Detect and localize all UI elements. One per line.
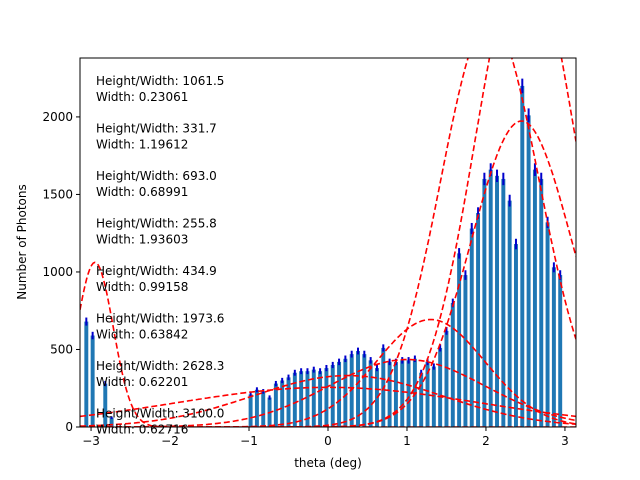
y-axis-ticks: 0 500 1000 1500 2000 (42, 110, 80, 434)
histogram-bar (292, 372, 297, 427)
histogram-bar (482, 178, 487, 427)
x-tick-label: 2 (482, 434, 490, 448)
histogram-bar (406, 360, 411, 427)
histogram-bar (324, 368, 329, 427)
histogram-bar (349, 354, 354, 427)
histogram-bar (520, 85, 525, 427)
histogram-bar (526, 115, 531, 427)
histogram-bar (103, 383, 108, 427)
histogram-bar (501, 178, 506, 427)
histogram-bar (305, 371, 310, 427)
histogram-bar (330, 364, 335, 427)
annotation-height-width: Height/Width: 331.7 (96, 122, 217, 136)
histogram-bar (362, 354, 367, 427)
histogram-bar (84, 321, 89, 427)
x-tick-label: −3 (82, 434, 100, 448)
histogram-bar (476, 213, 481, 427)
histogram-bar (539, 178, 544, 427)
y-axis-label: Number of Photons (15, 184, 29, 300)
x-tick-label: 0 (324, 434, 332, 448)
histogram-bar (545, 222, 550, 427)
fit-curve (80, 318, 576, 427)
fit-curve (80, 58, 576, 427)
histogram-bar (419, 372, 424, 427)
histogram-bar (532, 169, 537, 427)
histogram-bar (514, 244, 518, 427)
histogram-bar (280, 380, 285, 427)
histogram-bar (457, 253, 462, 427)
annotation-height-width: Height/Width: 255.8 (96, 217, 217, 231)
histogram-bar (507, 200, 512, 427)
annotations-layer: Height/Width: 1061.5 Width: 0.23061 Height… (96, 74, 224, 437)
histogram-bar (368, 360, 373, 427)
y-tick-label: 500 (50, 342, 73, 356)
histogram-bar (311, 369, 316, 427)
histogram-bar (469, 228, 474, 427)
histogram-bar (444, 330, 449, 427)
histogram-bar (109, 417, 114, 427)
histogram-bar (431, 366, 436, 427)
histogram-bar (400, 360, 405, 427)
annotation-width: Width: 0.23061 (96, 90, 188, 104)
error-bars-layer (85, 78, 562, 419)
y-tick-label: 2000 (42, 110, 73, 124)
x-tick-label: −2 (161, 434, 179, 448)
histogram-bar (90, 335, 95, 427)
histogram-bar (356, 351, 360, 427)
annotation-height-width: Height/Width: 1973.6 (96, 312, 224, 326)
histogram-bar (286, 377, 291, 427)
histogram-bar (450, 302, 455, 427)
annotation-height-width: Height/Width: 693.0 (96, 169, 217, 183)
annotation-width: Width: 0.99158 (96, 280, 188, 294)
x-axis-ticks: −3 −2 −1 0 1 2 3 (82, 427, 569, 448)
histogram-bar (261, 391, 266, 427)
histogram-bar (273, 383, 278, 427)
histogram-bar (438, 347, 443, 427)
annotation-width: Width: 0.68991 (96, 185, 188, 199)
fit-curve (80, 386, 576, 418)
histogram-bar (254, 389, 259, 427)
annotation-width: Width: 1.93603 (96, 233, 188, 247)
y-tick-label: 1500 (42, 187, 73, 201)
y-tick-label: 1000 (42, 265, 73, 279)
histogram-bar (343, 358, 348, 427)
histogram-bar (425, 361, 430, 427)
histogram-bar (558, 275, 563, 427)
annotation-height-width: Height/Width: 3100.0 (96, 407, 224, 421)
histogram-bar (463, 275, 468, 427)
annotation-width: Width: 0.62716 (96, 423, 188, 437)
histogram-bar (387, 361, 392, 427)
annotation-width: Width: 0.63842 (96, 328, 188, 342)
histogram-bar (495, 175, 499, 427)
histogram-bar (337, 361, 342, 427)
fit-curve (80, 374, 576, 427)
histogram-bar (318, 371, 323, 427)
annotation-height-width: Height/Width: 2628.3 (96, 359, 224, 373)
x-axis-label: theta (deg) (294, 456, 362, 470)
x-tick-label: 3 (561, 434, 569, 448)
x-tick-label: 1 (403, 434, 411, 448)
annotation-width: Width: 1.19612 (96, 138, 188, 152)
annotation-height-width: Height/Width: 434.9 (96, 264, 217, 278)
histogram-bar (488, 169, 493, 427)
histogram-bar (248, 394, 253, 427)
annotation-width: Width: 0.62201 (96, 375, 188, 389)
histogram-bar (393, 361, 398, 427)
y-tick-label: 0 (65, 420, 73, 434)
annotation-height-width: Height/Width: 1061.5 (96, 74, 224, 88)
x-tick-label: −1 (240, 434, 258, 448)
histogram-bar (551, 267, 556, 427)
